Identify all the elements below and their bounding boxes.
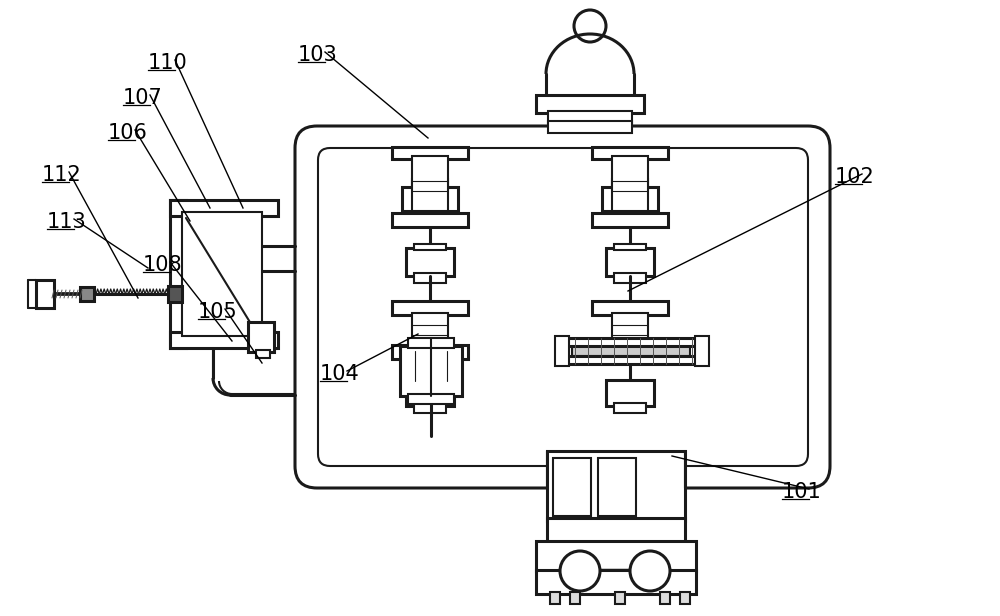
Bar: [614, 273, 646, 283]
Bar: [406, 248, 454, 276]
Bar: [412, 179, 448, 189]
Bar: [412, 156, 448, 211]
Bar: [612, 179, 648, 189]
Bar: [548, 121, 632, 133]
Text: 102: 102: [835, 167, 875, 187]
Bar: [248, 322, 274, 352]
Text: 101: 101: [782, 482, 822, 502]
Bar: [550, 592, 560, 604]
Bar: [392, 147, 468, 159]
Bar: [570, 592, 580, 604]
Bar: [170, 200, 278, 216]
Bar: [408, 338, 454, 348]
Circle shape: [574, 10, 606, 42]
Bar: [536, 570, 696, 594]
Bar: [592, 213, 668, 227]
Bar: [592, 345, 668, 359]
Bar: [402, 187, 458, 211]
Text: 112: 112: [42, 165, 82, 185]
Bar: [36, 280, 54, 308]
Bar: [414, 403, 446, 413]
Text: 108: 108: [143, 255, 183, 275]
Bar: [406, 380, 454, 406]
Bar: [168, 286, 182, 302]
Bar: [400, 346, 462, 396]
Bar: [598, 458, 636, 516]
Bar: [412, 313, 448, 345]
Bar: [414, 273, 446, 283]
Text: 105: 105: [198, 302, 238, 322]
Bar: [392, 345, 468, 359]
Bar: [547, 451, 685, 521]
Bar: [592, 147, 668, 159]
Bar: [695, 336, 709, 366]
Bar: [606, 248, 654, 276]
Bar: [547, 518, 685, 546]
Bar: [182, 212, 262, 336]
Text: 104: 104: [320, 364, 360, 384]
Bar: [614, 244, 646, 250]
Text: 107: 107: [123, 88, 163, 108]
Bar: [680, 592, 690, 604]
Bar: [612, 313, 648, 345]
Circle shape: [630, 551, 670, 591]
Text: 106: 106: [108, 123, 148, 143]
Bar: [592, 301, 668, 315]
Bar: [602, 187, 658, 211]
Text: 113: 113: [47, 212, 87, 232]
Bar: [660, 592, 670, 604]
Bar: [392, 213, 468, 227]
Bar: [170, 200, 186, 348]
Bar: [606, 380, 654, 406]
Circle shape: [560, 551, 600, 591]
Bar: [565, 338, 697, 346]
Bar: [615, 592, 625, 604]
Text: 103: 103: [298, 45, 338, 65]
Bar: [408, 394, 454, 404]
Bar: [572, 346, 690, 356]
Bar: [565, 356, 697, 364]
Bar: [553, 458, 591, 516]
Bar: [536, 541, 696, 571]
Bar: [414, 244, 446, 250]
Bar: [612, 156, 648, 211]
Bar: [555, 336, 569, 366]
Bar: [548, 111, 632, 123]
Bar: [536, 95, 644, 113]
Bar: [80, 287, 94, 301]
Bar: [614, 403, 646, 413]
Text: 110: 110: [148, 53, 188, 73]
Bar: [170, 332, 278, 348]
FancyBboxPatch shape: [318, 148, 808, 466]
FancyBboxPatch shape: [295, 126, 830, 488]
Bar: [256, 350, 270, 358]
Bar: [392, 301, 468, 315]
